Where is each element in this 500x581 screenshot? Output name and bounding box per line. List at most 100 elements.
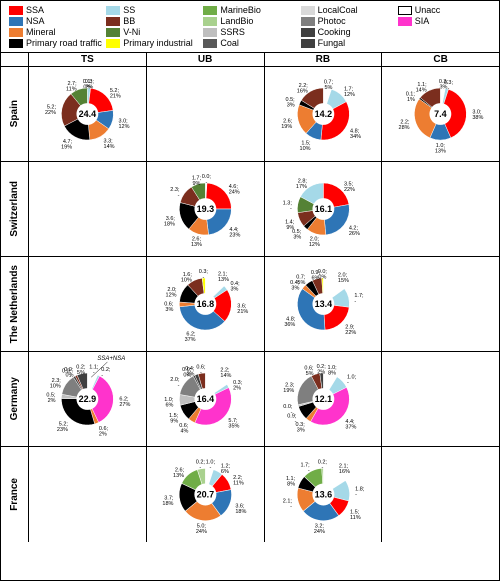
- legend-label: LandBio: [220, 16, 253, 26]
- row-label-text: Switzerland: [9, 181, 20, 237]
- legend-item-SSRS: SSRS: [203, 27, 296, 37]
- legend-label: SSA: [26, 5, 44, 15]
- v-ni-swatch: [106, 28, 120, 37]
- legend: SSASSMarineBioLocalCoalUnaccNSABBLandBio…: [1, 1, 499, 53]
- fungal-swatch: [301, 39, 315, 48]
- localcoal-swatch: [301, 6, 315, 15]
- pie-chart: 1.0;8%1.0;-4.4;37%0.3;3%0.9;-0.0;-2.3;19…: [265, 352, 382, 446]
- legend-item-Cooking: Cooking: [301, 27, 394, 37]
- pie-svg: 2.2;14%0.3;2%5.7;35%0.6;4%1.5;9%1.0;6%2.…: [147, 352, 264, 446]
- legend-item-Photoc: Photoc: [301, 16, 394, 26]
- cell-france-ub: 1.0;-1.2;6%2.2;11%3.6;18%5.0;24%3.7;18%2…: [147, 447, 265, 542]
- cell-the-netherlands-rb: 2.0;15%1.7;-2.9;22%4.8;36%0.4;3%0.7;5%0.…: [265, 257, 383, 351]
- legend-label: NSA: [26, 16, 45, 26]
- pie-center-value: 20.7: [196, 490, 214, 500]
- cell-germany-rb: 1.0;8%1.0;-4.4;37%0.3;3%0.9;-0.0;-2.3;19…: [265, 352, 383, 446]
- legend-item-PrimaryRoad: Primary road traffic: [9, 38, 102, 48]
- slice-label: 2.2;16%: [296, 83, 307, 95]
- slice-label: 6.2;27%: [119, 397, 130, 409]
- ss-swatch: [106, 6, 120, 15]
- slice-label: 4.6;24%: [228, 185, 239, 196]
- slice-label: 3.7;18%: [162, 496, 174, 508]
- cell-the-netherlands-ub: 2.1;13%0.4;3%3.6;21%6.2;37%0.6;3%2.0;12%…: [147, 257, 265, 351]
- cell-switzerland-rb: 3.5;22%4.2;26%2.0;12%0.5;3%1.4;9%1.3;-2.…: [265, 162, 383, 256]
- slice-label: 2.3;10%: [50, 379, 61, 391]
- slice-label: 2.9;22%: [345, 325, 356, 337]
- ssrs-swatch: [203, 28, 217, 37]
- slice-label: 0.4;3%: [230, 282, 240, 294]
- slice-label: 1.6;10%: [181, 272, 192, 284]
- slice-label: 1.0;8%: [327, 366, 337, 378]
- row-label: The Netherlands: [1, 257, 29, 351]
- col-ub: UB: [147, 53, 265, 66]
- slice-label: 2.6;19%: [281, 119, 292, 131]
- pie-chart: 3.5;22%4.2;26%2.0;12%0.5;3%1.4;9%1.3;-2.…: [265, 162, 382, 256]
- row-spain: Spain0.1;0%0.3;2%5.2;21%3.0;12%3.3;14%4.…: [1, 67, 499, 162]
- legend-item-NSA: NSA: [9, 16, 102, 26]
- slice-label: 3.0;12%: [119, 119, 130, 131]
- slice-label: 0.6;3%: [164, 302, 174, 314]
- legend-label: LocalCoal: [318, 5, 358, 15]
- slice-label: 5.2;21%: [110, 89, 121, 101]
- pie-center-value: 7.4: [434, 109, 447, 119]
- pie-chart: 0.0;-4.6;24%4.4;23%2.6;13%3.6;18%2.3;-1.…: [147, 162, 264, 256]
- row-label: Germany: [1, 352, 29, 446]
- cell-spain-ts: 0.1;0%0.3;2%5.2;21%3.0;12%3.3;14%4.7;19%…: [29, 67, 147, 161]
- slice-label: 1.0;-: [346, 375, 356, 387]
- legend-label: MarineBio: [220, 5, 261, 15]
- cell-germany-ub: 2.2;14%0.3;2%5.7;35%0.6;4%1.5;9%1.0;6%2.…: [147, 352, 265, 446]
- slice-label: 0.0;0%: [64, 368, 74, 380]
- slice-label: 1.8;-: [355, 487, 365, 499]
- slice-label: 4.8;36%: [284, 317, 295, 329]
- cell-switzerland-ts: [29, 162, 147, 256]
- slice-label: 2.1;13%: [218, 272, 229, 284]
- landbio-swatch: [203, 17, 217, 26]
- pie-svg: 0.7;5%1.7;12%4.8;34%1.5;10%2.6;19%0.5;3%…: [265, 67, 382, 161]
- slice-label: 0.6;2%: [99, 426, 109, 438]
- row-france: France1.0;-1.2;6%2.2;11%3.6;18%5.0;24%3.…: [1, 447, 499, 542]
- legend-label: Cooking: [318, 27, 351, 37]
- col-rb: RB: [265, 53, 383, 66]
- pie-chart: 1.1;-0.2;-6.2;27%0.6;2%5.2;23%0.5;2%2.3;…: [29, 352, 146, 446]
- slice-label: 0.5;2%: [46, 393, 56, 405]
- pie-center-value: 22.9: [79, 394, 97, 404]
- sia-swatch: [398, 17, 412, 26]
- slice-label: 0.3;3%: [295, 422, 305, 434]
- slice-label: 2.3;19%: [283, 383, 294, 395]
- slice-label: 1.5;11%: [350, 510, 361, 522]
- slice-label: 0.5;3%: [292, 230, 302, 242]
- legend-label: Primary industrial: [123, 38, 193, 48]
- col-ts: TS: [29, 53, 147, 66]
- cell-france-rb: 2.1;16%1.8;-1.5;11%3.2;24%2.1;-1.1;8%1.7…: [265, 447, 383, 542]
- pie-chart: 0.1;0%0.3;2%5.2;21%3.0;12%3.3;14%4.7;19%…: [29, 67, 146, 161]
- pie-center-value: 13.6: [314, 490, 332, 500]
- pie-center-value: 16.4: [196, 394, 214, 404]
- slice-label: 2.0;12%: [308, 237, 319, 249]
- legend-label: SS: [123, 5, 135, 15]
- pie-svg: 2.0;15%1.7;-2.9;22%4.8;36%0.4;3%0.7;5%0.…: [265, 257, 382, 351]
- pie-chart: 2.2;14%0.3;2%5.7;35%0.6;4%1.5;9%1.0;6%2.…: [147, 352, 264, 446]
- slice-label: 2.2;14%: [220, 368, 231, 380]
- pie-svg: 1.0;8%1.0;-4.4;37%0.3;3%0.9;-0.0;-2.3;19…: [265, 352, 382, 446]
- cell-switzerland-ub: 0.0;-4.6;24%4.4;23%2.6;13%3.6;18%2.3;-1.…: [147, 162, 265, 256]
- slice-label: 2.1;16%: [338, 464, 349, 476]
- legend-item-PrimaryInd: Primary industrial: [106, 38, 199, 48]
- cell-the-netherlands-cb: [382, 257, 499, 351]
- pie-center-value: 12.1: [314, 394, 332, 404]
- slice-label: 2.0;-: [170, 378, 180, 390]
- slice-label: 1.7;-: [300, 463, 310, 475]
- slice-label: 4.2;26%: [348, 226, 359, 238]
- legend-label: SIA: [415, 16, 430, 26]
- slice-label: 0.2;2%: [316, 365, 326, 377]
- slice-label: 1.3;-: [282, 201, 292, 213]
- slice-label: 6.2;37%: [184, 332, 195, 344]
- legend-item-blank: [398, 38, 491, 48]
- slice-label: 0.2;-: [101, 368, 111, 380]
- slice-label: 2.2;28%: [399, 120, 410, 132]
- cell-germany-ts: 1.1;-0.2;-6.2;27%0.6;2%5.2;23%0.5;2%2.3;…: [29, 352, 147, 446]
- corner-spacer: [1, 53, 29, 66]
- slice-label: 1.0;6%: [164, 398, 174, 410]
- slice-label: 2.1;-: [282, 499, 292, 511]
- primaryroad-swatch: [9, 39, 23, 48]
- coal-swatch: [203, 39, 217, 48]
